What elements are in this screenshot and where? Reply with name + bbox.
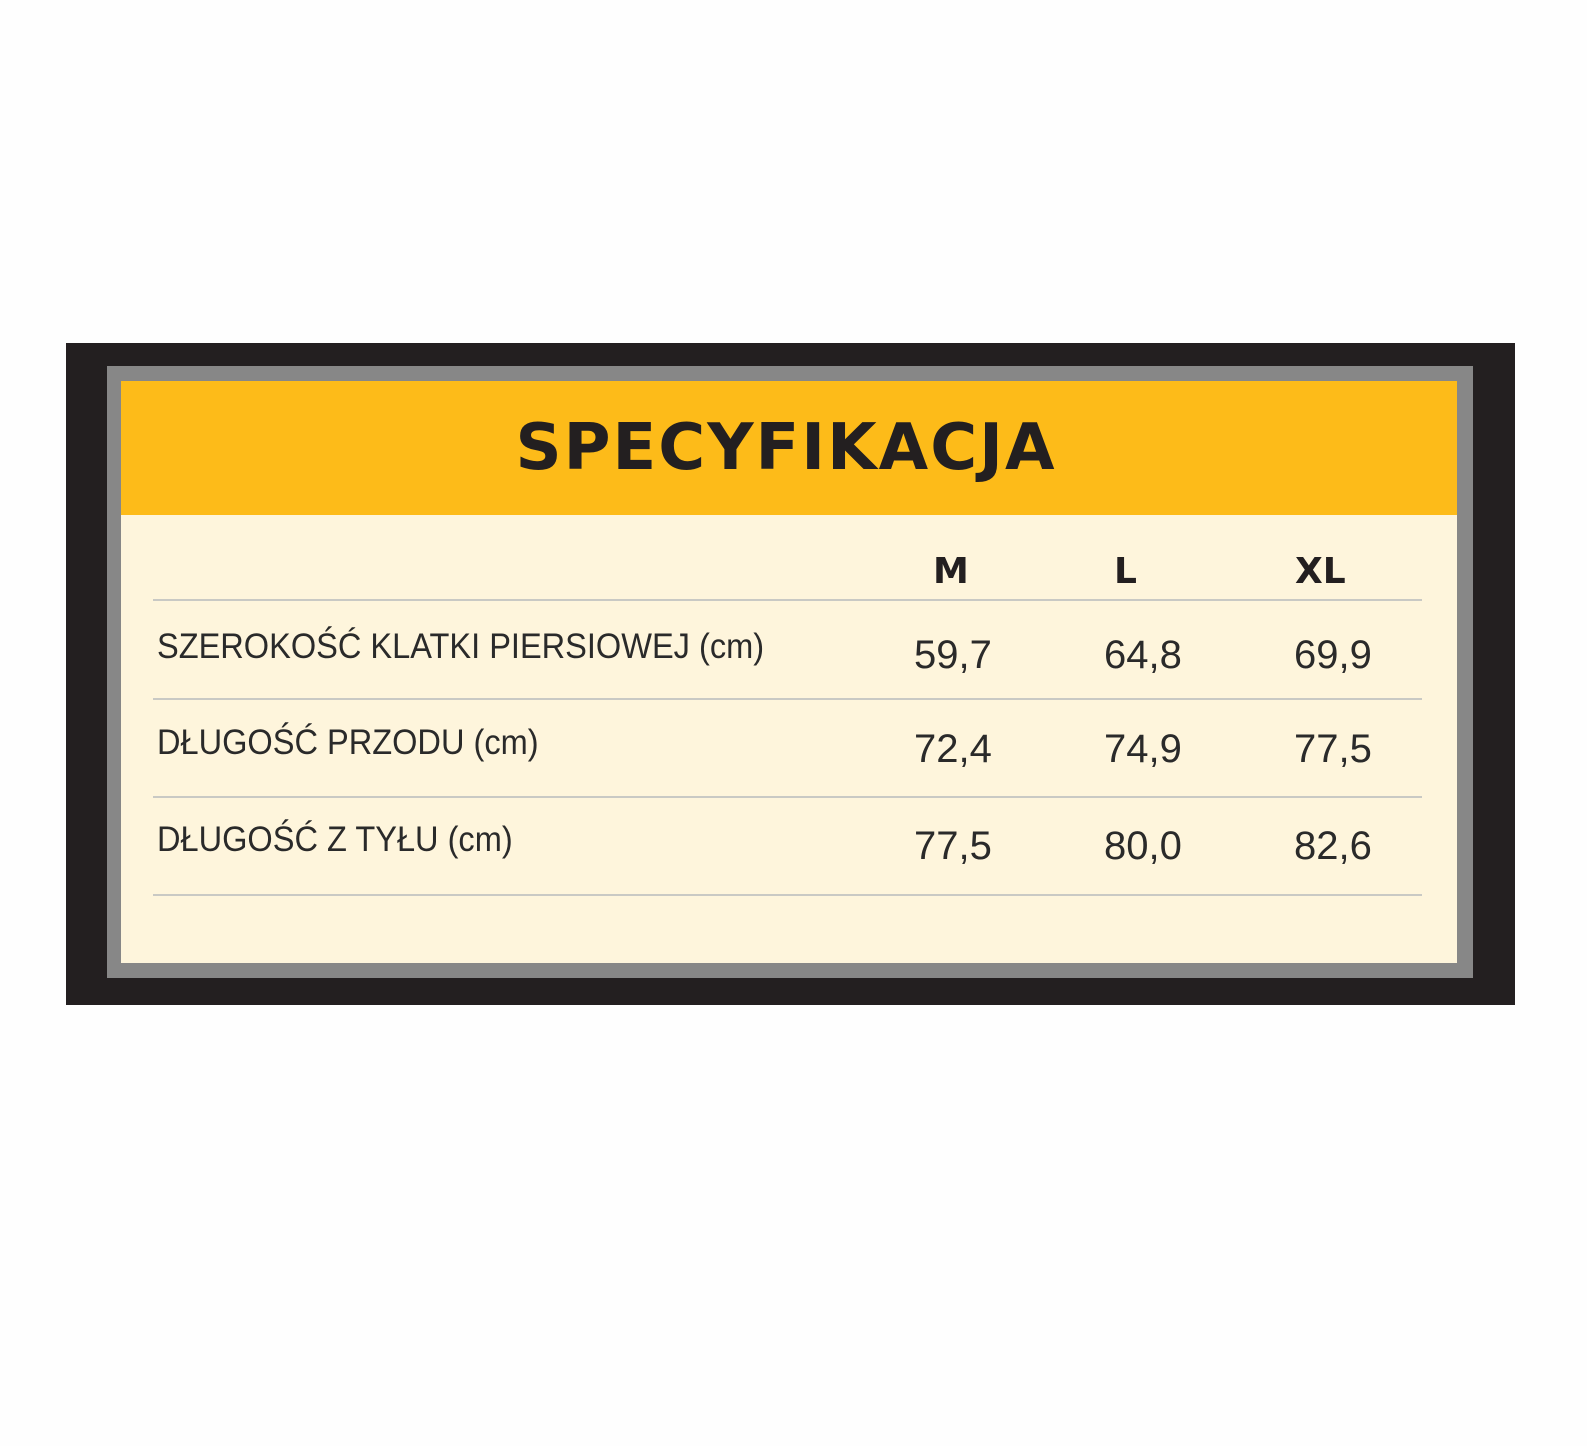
row-divider [153,698,1422,700]
value-xl: 77,5 [1294,727,1372,771]
spec-table: SPECYFIKACJA M L XL SZEROKOŚĆ KLATKI PIE… [121,381,1457,963]
value-l: 74,9 [1104,727,1182,771]
row-label: DŁUGOŚĆ Z TYŁU (cm) [157,820,513,859]
row-divider [153,796,1422,798]
column-header-l: L [1114,551,1137,592]
row-label: SZEROKOŚĆ KLATKI PIERSIOWEJ (cm) [157,627,765,666]
value-l: 80,0 [1104,824,1182,868]
value-xl: 69,9 [1294,633,1372,677]
value-m: 77,5 [914,824,992,868]
row-label: DŁUGOŚĆ PRZODU (cm) [157,723,539,762]
column-header-m: M [933,551,969,592]
row-divider [153,599,1422,601]
spec-title: SPECYFIKACJA [515,411,1057,485]
value-m: 72,4 [914,727,992,771]
row-divider [153,894,1422,896]
value-l: 64,8 [1104,633,1182,677]
spec-frame: SPECYFIKACJA M L XL SZEROKOŚĆ KLATKI PIE… [66,343,1515,1005]
column-header-xl: XL [1295,551,1346,592]
spec-header: SPECYFIKACJA [121,381,1457,515]
value-xl: 82,6 [1294,824,1372,868]
spec-border: SPECYFIKACJA M L XL SZEROKOŚĆ KLATKI PIE… [107,366,1473,978]
value-m: 59,7 [914,633,992,677]
